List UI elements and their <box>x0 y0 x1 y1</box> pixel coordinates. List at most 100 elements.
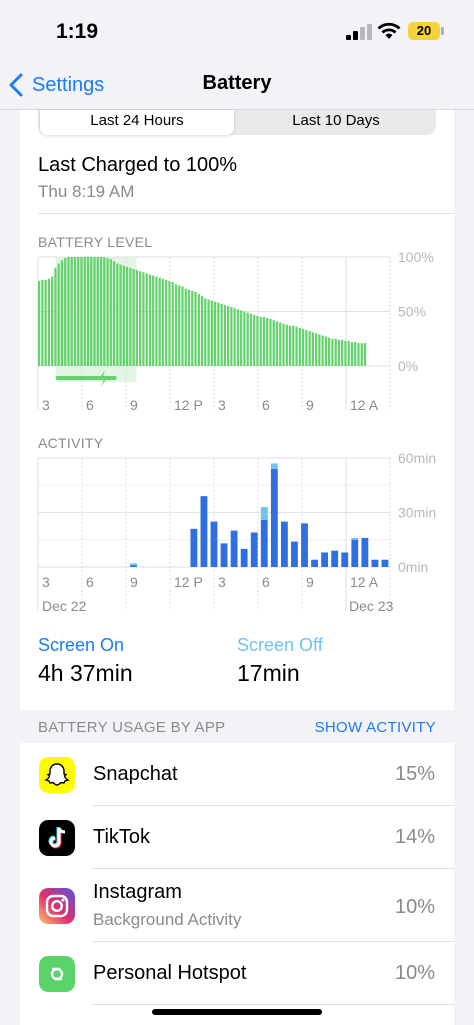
battery-bar <box>207 299 210 366</box>
cellular-signal-icon <box>346 24 372 40</box>
battery-bar <box>135 270 139 366</box>
battery-bar <box>279 322 282 366</box>
x-tick-label: 6 <box>262 574 270 590</box>
battery-bar <box>308 331 311 366</box>
battery-bar <box>197 294 200 366</box>
battery-bar <box>106 258 109 366</box>
x-tick-label: 3 <box>218 397 226 413</box>
snapchat-icon <box>39 757 75 793</box>
activity-bar-screen-on <box>341 552 349 567</box>
battery-bar <box>246 312 249 366</box>
app-name: TikTok <box>93 826 151 848</box>
activity-bar-screen-on <box>190 528 198 567</box>
x-tick-label: 3 <box>42 397 50 413</box>
activity-bar-screen-on <box>371 559 379 567</box>
app-row-personal-hotspot[interactable]: Personal Hotspot 10% <box>20 942 454 1005</box>
row-divider <box>93 805 454 806</box>
battery-bar <box>191 290 194 366</box>
battery-bar <box>275 321 279 366</box>
tab-last-10-days[interactable]: Last 10 Days <box>292 112 380 129</box>
battery-bar <box>145 273 148 366</box>
battery-bar <box>194 291 197 366</box>
app-percentage: 14% <box>394 826 435 848</box>
chevron-left-icon <box>9 73 23 97</box>
app-subtitle: Background Activity <box>93 910 242 929</box>
battery-bar <box>226 306 230 366</box>
battery-bar <box>223 304 226 366</box>
battery-bar <box>363 343 367 366</box>
battery-bar <box>321 335 324 366</box>
activity-bar-screen-on <box>270 468 278 567</box>
battery-bar <box>256 315 259 366</box>
status-time: 1:19 <box>56 20 99 43</box>
battery-bar <box>341 339 344 366</box>
y-tick-label: 0min <box>398 559 428 575</box>
activity-bar-screen-on <box>351 539 359 567</box>
battery-bar <box>90 257 93 366</box>
battery-card: Last 24 Hours Last 10 Days Last Charged … <box>20 110 454 710</box>
instagram-icon <box>39 888 75 924</box>
battery-bar <box>116 263 119 366</box>
show-activity-button[interactable]: SHOW ACTIVITY <box>314 719 436 736</box>
activity-bar-screen-on <box>220 543 228 567</box>
back-button[interactable]: Settings <box>8 70 104 100</box>
battery-bar <box>243 311 246 366</box>
nav-bar: Settings Battery <box>0 62 474 110</box>
battery-bar <box>314 333 318 366</box>
battery-bar <box>200 296 204 366</box>
activity-label: ACTIVITY <box>38 435 104 451</box>
hotspot-icon <box>39 956 75 992</box>
battery-bar <box>80 257 83 366</box>
activity-bar-screen-off <box>270 463 278 469</box>
battery-bar <box>152 275 155 366</box>
battery-bar <box>139 271 142 366</box>
battery-bar <box>331 338 334 366</box>
tab-last-24-hours[interactable]: Last 24 Hours <box>40 110 234 135</box>
battery-bar <box>301 328 305 366</box>
activity-bar-screen-on <box>260 519 268 567</box>
app-row-tiktok[interactable]: TikTok 14% <box>20 806 454 869</box>
battery-bar <box>347 340 350 366</box>
battery-bar <box>119 264 122 366</box>
battery-bar <box>178 285 181 366</box>
date-label-end: Dec 23 <box>349 598 394 614</box>
app-percentage: 10% <box>394 896 435 918</box>
battery-bar <box>99 257 103 366</box>
battery-bar <box>184 288 187 366</box>
battery-bar <box>171 282 174 366</box>
app-name: Snapchat <box>93 763 178 785</box>
battery-bar <box>292 325 295 366</box>
battery-bar <box>168 280 171 366</box>
battery-bar <box>155 276 158 366</box>
battery-bar <box>93 257 96 366</box>
back-label: Settings <box>32 73 105 96</box>
y-tick-label: 30min <box>398 505 436 521</box>
battery-bar <box>220 303 223 366</box>
battery-bar <box>295 326 298 366</box>
activity-bar-screen-on <box>361 537 369 567</box>
battery-bar <box>324 336 328 366</box>
app-percentage: 15% <box>394 763 435 785</box>
last-charged-time: Thu 8:19 AM <box>38 182 135 201</box>
x-tick-label: 9 <box>130 574 138 590</box>
battery-bar <box>357 343 360 366</box>
battery-bar <box>51 276 54 366</box>
battery-bar <box>236 309 240 366</box>
battery-bar <box>334 338 337 366</box>
battery-bar <box>64 258 67 366</box>
battery-bar <box>83 257 86 366</box>
app-row-instagram[interactable]: Instagram Background Activity 10% <box>20 869 454 942</box>
activity-bar-screen-off <box>260 507 268 520</box>
battery-bar <box>125 266 129 366</box>
activity-bar-screen-on <box>130 565 137 567</box>
app-row-snapchat[interactable]: Snapchat 15% <box>20 743 454 806</box>
battery-bar <box>109 259 112 366</box>
battery-bar <box>60 260 64 366</box>
battery-bar <box>187 289 191 366</box>
battery-bar <box>158 277 161 366</box>
battery-bar <box>311 332 314 366</box>
battery-bar <box>253 314 256 366</box>
battery-bar <box>70 257 73 366</box>
x-tick-label: 9 <box>306 574 314 590</box>
battery-bar <box>132 268 135 366</box>
